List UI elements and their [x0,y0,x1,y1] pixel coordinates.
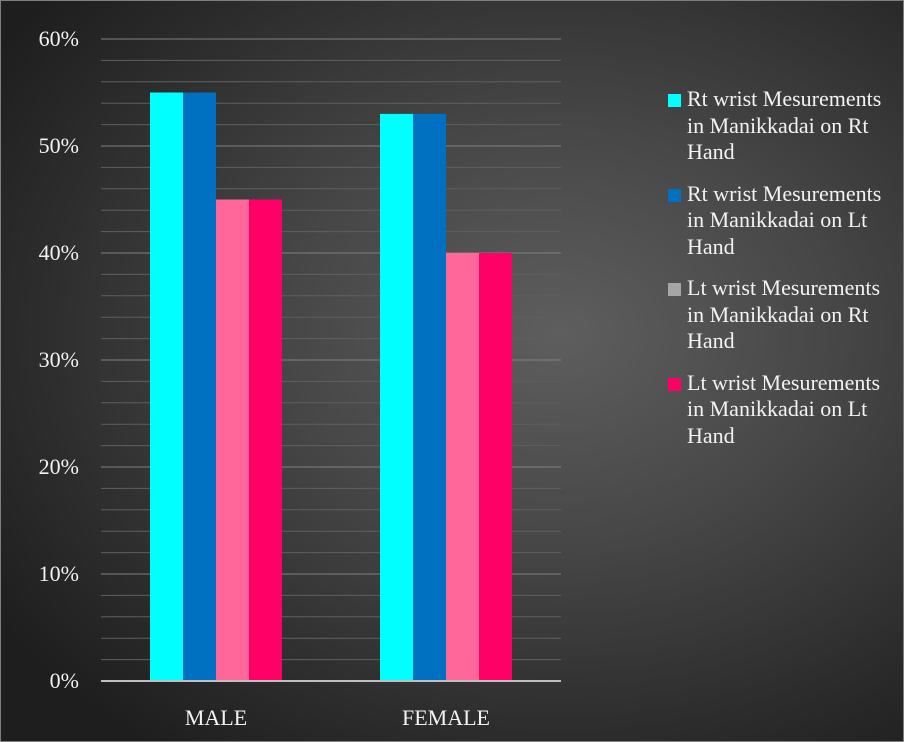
legend-label: Lt wrist Mesurements in Manikkadai on Lt… [687,369,881,448]
legend-label: Rt wrist Mesurements in Manikkadai on Lt… [687,180,882,259]
y-tick-label: 30% [39,347,79,372]
legend-item: Rt wrist Mesurements in Manikkadai on Lt… [667,181,897,261]
bar [413,113,446,681]
legend-label: Lt wrist Mesurements in Manikkadai on Rt… [687,275,881,353]
bar [183,92,216,681]
bar [446,253,479,681]
y-axis-tick-labels: 0% 10% 20% 30% 40% 50% 60% [39,26,79,693]
legend-item: Lt wrist Mesurements in Manikkadai on Rt… [667,275,897,355]
legend-swatch [668,188,681,202]
y-tick-label: 40% [39,240,79,265]
y-tick-label: 50% [39,133,79,158]
legend-item: Rt wrist Mesurements in Manikkadai on Rt… [667,86,897,166]
category-label: MALE [185,705,247,730]
bar [479,253,512,681]
bar [249,199,282,681]
legend: Rt wrist Mesurements in Manikkadai on Rt… [667,86,897,464]
x-axis-category-labels: MALE FEMALE [185,705,490,730]
legend-swatch [668,283,681,296]
legend-swatch [668,377,681,391]
bar [380,113,413,681]
legend-label: Rt wrist Mesurements in Manikkadai on Rt… [687,86,882,164]
bar [216,199,249,681]
bars [150,92,512,681]
legend-swatch [668,94,681,107]
category-label: FEMALE [402,705,490,730]
y-tick-label: 20% [39,454,79,479]
legend-item: Lt wrist Mesurements in Manikkadai on Lt… [667,370,897,450]
bar [150,92,183,681]
y-tick-label: 10% [39,561,79,586]
y-tick-label: 60% [39,26,79,51]
y-tick-label: 0% [50,668,79,693]
